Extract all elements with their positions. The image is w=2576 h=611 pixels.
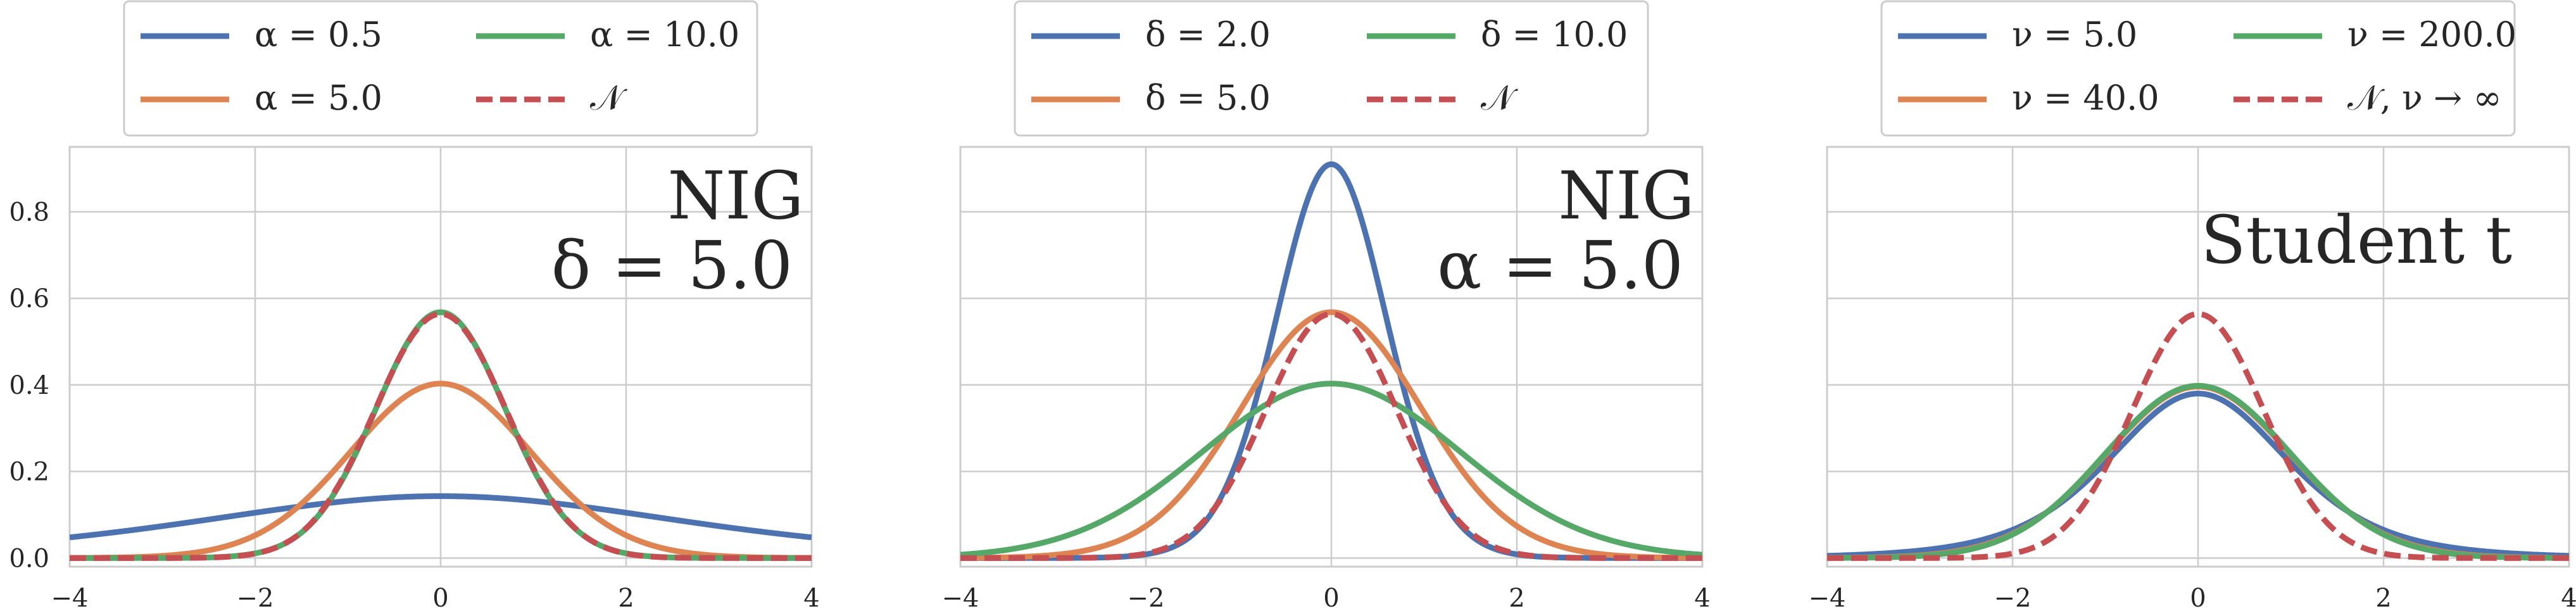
plot-frame	[959, 146, 1704, 568]
annotation-line-1: NIG	[1558, 157, 1694, 234]
annotation-line-2: δ = 5.0	[551, 227, 793, 304]
y-tick-label: 0.0	[9, 544, 49, 573]
legend-label: 𝒩	[590, 78, 627, 118]
series-line-3	[1827, 382, 2569, 561]
x-tick-label: 2	[2375, 584, 2391, 611]
legend: δ = 2.0 δ = 5.0 δ = 10.0 𝒩	[1014, 0, 1649, 137]
series-line-1	[70, 493, 812, 541]
legend-label: δ = 2.0	[1145, 15, 1271, 54]
x-tick-label: 0	[2190, 584, 2206, 611]
legend-box	[1880, 0, 2516, 137]
x-tick-label: −2	[1128, 584, 1165, 611]
legend-label: δ = 10.0	[1481, 15, 1628, 54]
series-line-4	[70, 311, 812, 561]
x-tick-label: 0	[1323, 584, 1339, 611]
legend: α = 0.5 α = 5.0 α = 10.0 𝒩	[123, 0, 758, 137]
series-lines	[960, 161, 1702, 561]
x-tick-label: 2	[618, 584, 634, 611]
y-tick-label: 0.2	[9, 458, 49, 487]
legend-label: α = 10.0	[590, 15, 739, 54]
plot-frame	[1826, 146, 2570, 568]
y-tick-label: 0.8	[9, 198, 49, 227]
legend: ν = 5.0 ν = 40.0 ν = 200.0 𝒩, ν → ∞	[1880, 0, 2516, 137]
series-lines	[1827, 311, 2569, 561]
legend-label: α = 0.5	[254, 15, 382, 54]
x-tick-label: 0	[432, 584, 448, 611]
series-line-1	[1827, 391, 2569, 559]
legend-label: ν = 5.0	[2012, 15, 2137, 54]
x-tick-label: −4	[51, 584, 89, 611]
series-lines	[70, 309, 812, 561]
x-tick-label: 4	[1694, 584, 1710, 611]
series-line-3	[960, 381, 1702, 558]
y-tick-label: 0.6	[9, 284, 49, 313]
x-tick-label: 4	[2561, 584, 2576, 611]
legend-label: α = 5.0	[254, 78, 382, 118]
x-tick-label: −4	[942, 584, 979, 611]
x-tick-label: −2	[1994, 584, 2032, 611]
legend-label: δ = 5.0	[1145, 78, 1271, 118]
legend-label: ν = 200.0	[2347, 15, 2516, 54]
plot-frame	[68, 146, 813, 568]
y-tick-label: 0.4	[9, 371, 49, 400]
legend-label: ν = 40.0	[2012, 78, 2159, 118]
annotation-line-1: Student t	[2201, 201, 2512, 279]
x-tick-label: −2	[237, 584, 274, 611]
legend-label: 𝒩, ν → ∞	[2347, 78, 2501, 118]
x-tick-label: 4	[803, 584, 819, 611]
series-line-2	[70, 381, 812, 561]
legend-box	[1014, 0, 1649, 137]
x-tick-label: −4	[1809, 584, 1846, 611]
series-line-2	[960, 309, 1702, 561]
series-line-4	[960, 311, 1702, 561]
annotation-line-2: α = 5.0	[1437, 227, 1683, 304]
legend-box	[123, 0, 758, 137]
chart-panel-3: −4 −2 0 2 4 Student t ν = 5.0 ν = 40.0 ν = 200.0…	[1809, 0, 2576, 611]
x-tick-label: 2	[1509, 584, 1524, 611]
series-line-4	[1827, 311, 2569, 561]
annotation-line-1: NIG	[667, 157, 803, 234]
legend-label: 𝒩	[1481, 78, 1518, 118]
